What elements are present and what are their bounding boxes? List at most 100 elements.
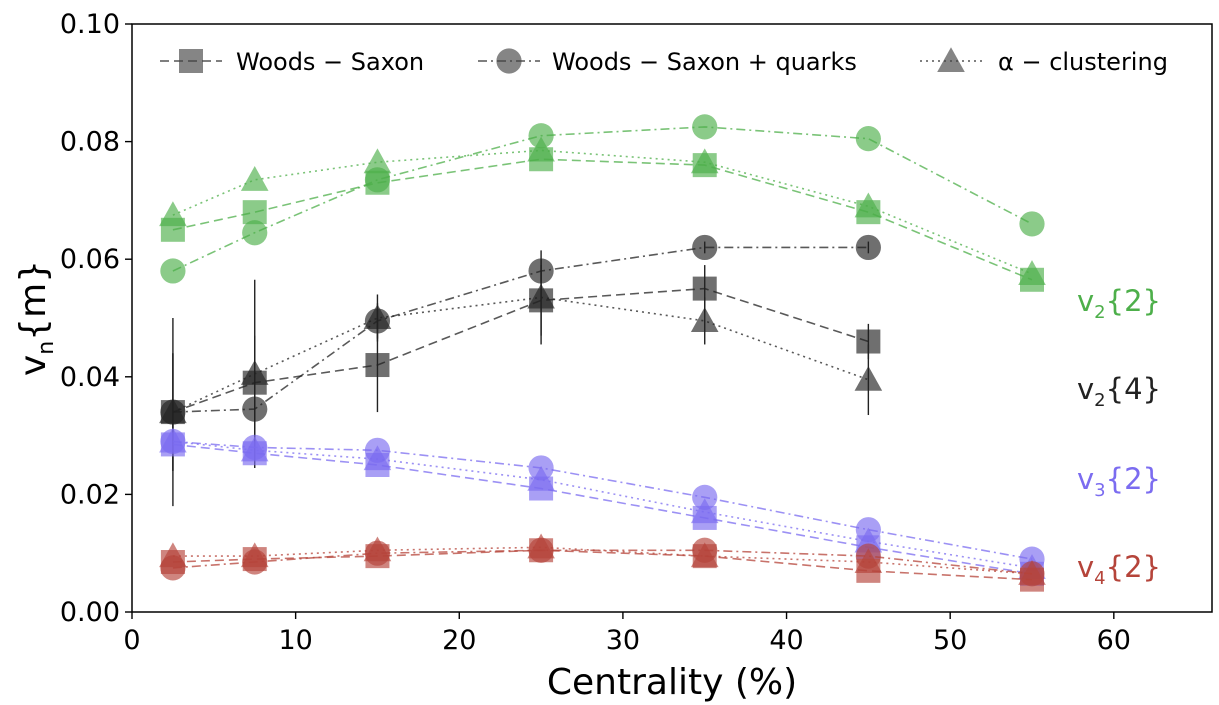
data-point	[690, 148, 719, 174]
series-line	[172, 296, 869, 413]
group-label: v2{4}	[1077, 372, 1161, 411]
data-point	[854, 365, 883, 391]
data-point	[527, 283, 555, 309]
series-square	[160, 265, 881, 471]
series-group-4	[159, 533, 1046, 592]
series-square	[160, 147, 1044, 292]
y-tick-label: 0.04	[60, 362, 120, 393]
legend-entry-circle: Woods − Saxon + quarks	[478, 48, 857, 76]
x-tick-label: 30	[606, 625, 640, 656]
y-tick-label: 0.02	[60, 479, 120, 510]
data-point	[1018, 260, 1046, 285]
legend-label: Woods − Saxon + quarks	[552, 48, 857, 76]
plot-layer	[159, 114, 1046, 592]
data-point	[854, 548, 883, 574]
data-point	[527, 533, 555, 559]
series-line	[172, 126, 1033, 272]
data-point	[855, 234, 881, 261]
group-label-tail: {2}	[1106, 550, 1161, 584]
data-point	[242, 220, 268, 246]
y-tick-label: 0.00	[60, 597, 120, 628]
legend-marker	[496, 48, 522, 74]
data-point	[364, 167, 391, 193]
data-point	[240, 166, 269, 191]
series-line	[172, 158, 1033, 281]
series-line	[172, 546, 1033, 575]
x-axis: 0 10 20 30 40 50 60	[123, 612, 1131, 656]
data-point	[240, 360, 269, 385]
y-tick-label: 0.08	[60, 127, 120, 158]
legend: Woods − Saxon Woods − Saxon + quarks α − c…	[160, 47, 1168, 76]
series-line	[172, 443, 1033, 575]
data-point	[692, 276, 717, 301]
series-line	[172, 549, 1033, 581]
data-point	[365, 353, 390, 378]
x-tick-label: 0	[123, 625, 140, 656]
series-circle	[160, 114, 1045, 284]
legend-marker	[179, 49, 203, 73]
legend-entry-square: Woods − Saxon	[160, 48, 424, 76]
group-label-sub: 4	[1094, 568, 1105, 589]
data-point	[528, 123, 554, 149]
data-point	[527, 465, 555, 491]
data-point	[363, 304, 392, 330]
series-square	[160, 432, 1044, 586]
data-point	[854, 192, 883, 218]
data-point	[692, 234, 718, 261]
group-label: v3{2}	[1077, 462, 1161, 501]
x-tick-label: 40	[769, 625, 803, 656]
series-group-3	[159, 427, 1046, 586]
series-line	[172, 440, 1033, 560]
data-point	[692, 114, 718, 140]
group-labels: v2{2}v2{4}v3{2}v4{2}	[1077, 284, 1161, 589]
x-tick-label: 50	[933, 625, 967, 656]
series-triangle	[159, 533, 1046, 585]
data-point	[159, 542, 187, 568]
series-circle	[160, 537, 1045, 587]
group-label-main: v	[1077, 550, 1094, 584]
group-label: v4{2}	[1077, 550, 1161, 589]
series-line	[172, 287, 869, 413]
series-line	[172, 246, 869, 413]
y-axis-label-main: v	[13, 355, 54, 376]
series-line	[172, 549, 1033, 575]
data-point	[240, 542, 269, 568]
data-point	[240, 436, 269, 462]
data-point	[363, 536, 392, 562]
series-group-1	[159, 114, 1046, 292]
series-triangle	[159, 427, 1046, 579]
group-label-tail: {4}	[1106, 372, 1161, 406]
data-point	[159, 201, 187, 227]
plot-frame	[131, 23, 1213, 613]
y-axis-label-tail: {m}	[13, 260, 54, 341]
series-triangle	[159, 250, 883, 471]
data-point	[690, 498, 719, 524]
legend-marker	[937, 47, 965, 73]
x-tick-label: 10	[278, 625, 312, 656]
legend-label: α − clustering	[998, 48, 1168, 76]
y-axis-label: vn{m}	[13, 260, 59, 376]
group-label-sub: 2	[1094, 390, 1105, 411]
data-point	[1018, 559, 1046, 585]
data-point	[855, 126, 881, 152]
x-tick-label: 60	[1097, 625, 1131, 656]
group-label-main: v	[1077, 372, 1094, 406]
legend-entry-triangle: α − clustering	[920, 47, 1168, 76]
series-circle	[160, 428, 1045, 572]
y-axis: 0.00 0.02 0.04 0.06 0.08 0.10	[60, 9, 132, 628]
series-triangle	[159, 136, 1046, 285]
group-label: v2{2}	[1077, 284, 1161, 323]
series-line	[172, 440, 1033, 569]
data-point	[1019, 211, 1045, 237]
x-tick-label: 20	[442, 625, 476, 656]
group-label-tail: {2}	[1106, 462, 1161, 496]
series-group-2	[159, 234, 883, 507]
data-point	[363, 148, 392, 174]
data-point	[159, 398, 187, 424]
group-label-sub: 2	[1094, 302, 1105, 323]
data-point	[160, 258, 186, 284]
x-axis-label: Centrality (%)	[547, 662, 797, 703]
data-point	[363, 445, 392, 471]
group-label-tail: {2}	[1106, 284, 1161, 318]
